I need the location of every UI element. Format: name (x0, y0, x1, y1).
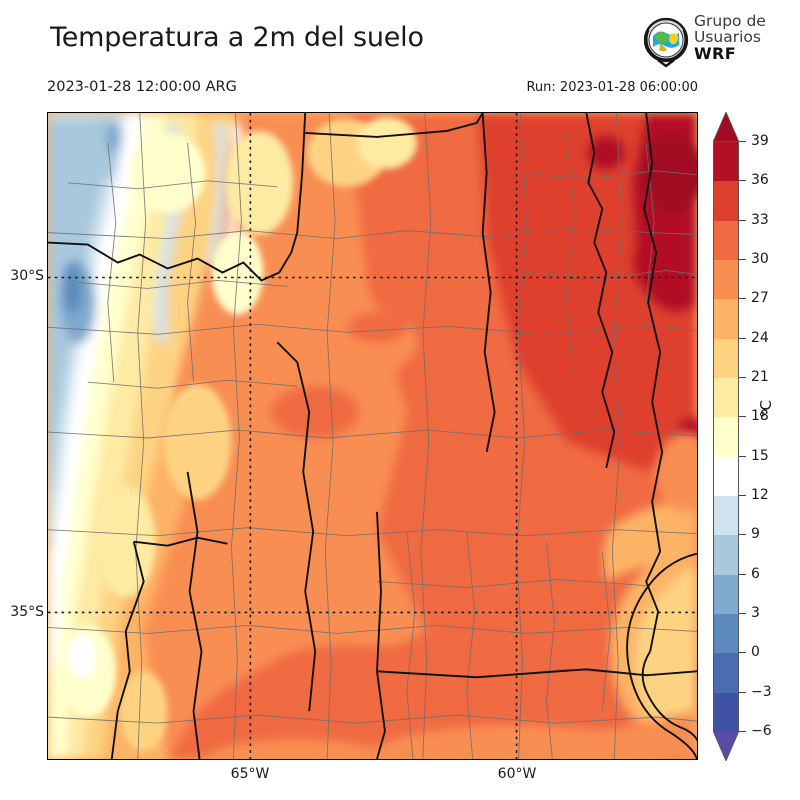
colorbar-tick (739, 377, 746, 378)
colorbar-tick (739, 455, 746, 457)
colorbar-tick (739, 141, 746, 142)
colorbar-segment (714, 338, 738, 378)
colorbar-segment (714, 613, 738, 654)
colorbar-tick-label: 27 (751, 290, 769, 307)
page-title: Temperatura a 2m del suelo (50, 22, 424, 53)
colorbar-min-arrow (713, 731, 739, 761)
colorbar-tick-label: 6 (751, 565, 760, 582)
colorbar-segment (714, 653, 738, 693)
colorbar-tick (739, 337, 746, 339)
temperature-map[interactable] (47, 112, 698, 760)
lat-tick-30S: 30°S (10, 268, 44, 284)
colorbar-tick-label: −3 (751, 683, 772, 700)
colorbar-segment (714, 220, 738, 260)
colorbar-tick-label: 21 (751, 369, 769, 385)
colorbar-unit-label: °C (757, 400, 775, 418)
colorbar-segment (714, 574, 738, 614)
colorbar-tick (739, 573, 746, 575)
run-time-label: Run: 2023-01-28 06:00:00 (526, 80, 698, 95)
colorbar-segment (714, 181, 738, 221)
colorbar-segment (714, 142, 738, 182)
colorbar-tick (739, 416, 746, 418)
lon-tick-65W: 65°W (230, 766, 270, 782)
colorbar-max-arrow (713, 112, 739, 142)
colorbar-tick-label: 36 (751, 172, 769, 189)
colorbar-segment (714, 495, 738, 536)
colorbar-segment (714, 377, 738, 418)
colorbar-tick-label: 18 (751, 408, 769, 425)
colorbar-tick-label: 0 (751, 644, 760, 661)
globe-emblem-icon (643, 17, 689, 68)
colorbar-segment (714, 535, 738, 575)
colorbar-tick-label: 12 (751, 487, 769, 503)
colorbar-segment (714, 259, 738, 300)
colorbar-tick (739, 495, 746, 496)
colorbar-segment (714, 692, 738, 732)
logo-line-3: WRF (694, 44, 737, 63)
colorbar-gradient (713, 141, 739, 732)
colorbar-tick (739, 691, 746, 693)
colorbar-tick (739, 613, 746, 614)
colorbar-segment (714, 456, 738, 496)
organization-logo: Grupo de Usuarios WRF (640, 12, 798, 72)
colorbar-tick-label: 33 (751, 211, 769, 228)
colorbar-tick (739, 219, 746, 221)
colorbar-tick (739, 180, 746, 182)
colorbar-tick-label: −6 (751, 723, 772, 739)
colorbar-segment (714, 417, 738, 457)
logo-line-1: Grupo de (694, 12, 766, 30)
colorbar-tick (739, 259, 746, 260)
colorbar-tick (739, 298, 746, 300)
colorbar-tick-label: 24 (751, 329, 769, 346)
lat-tick-35S: 35°S (10, 604, 44, 620)
colorbar-tick (739, 731, 746, 732)
colorbar-tick-label: 3 (751, 605, 760, 621)
colorbar-tick-label: 9 (751, 526, 760, 543)
temperature-field (48, 113, 697, 759)
colorbar-tick-label: 39 (751, 133, 769, 149)
temperature-colorbar[interactable]: 39 36 33 30 27 24 21 18 15 12 9 6 3 0 −3 −6 (713, 112, 772, 761)
colorbar-tick (739, 652, 746, 654)
colorbar-tick-label: 30 (751, 251, 769, 267)
logo-line-2: Usuarios (694, 27, 761, 46)
colorbar-tick (739, 534, 746, 536)
colorbar-segment (714, 299, 738, 339)
valid-time-label: 2023-01-28 12:00:00 ARG (47, 79, 237, 95)
lon-tick-60W: 60°W (497, 766, 537, 782)
logo-text: Grupo de Usuarios WRF (694, 12, 766, 63)
colorbar-tick-label: 15 (751, 447, 769, 464)
